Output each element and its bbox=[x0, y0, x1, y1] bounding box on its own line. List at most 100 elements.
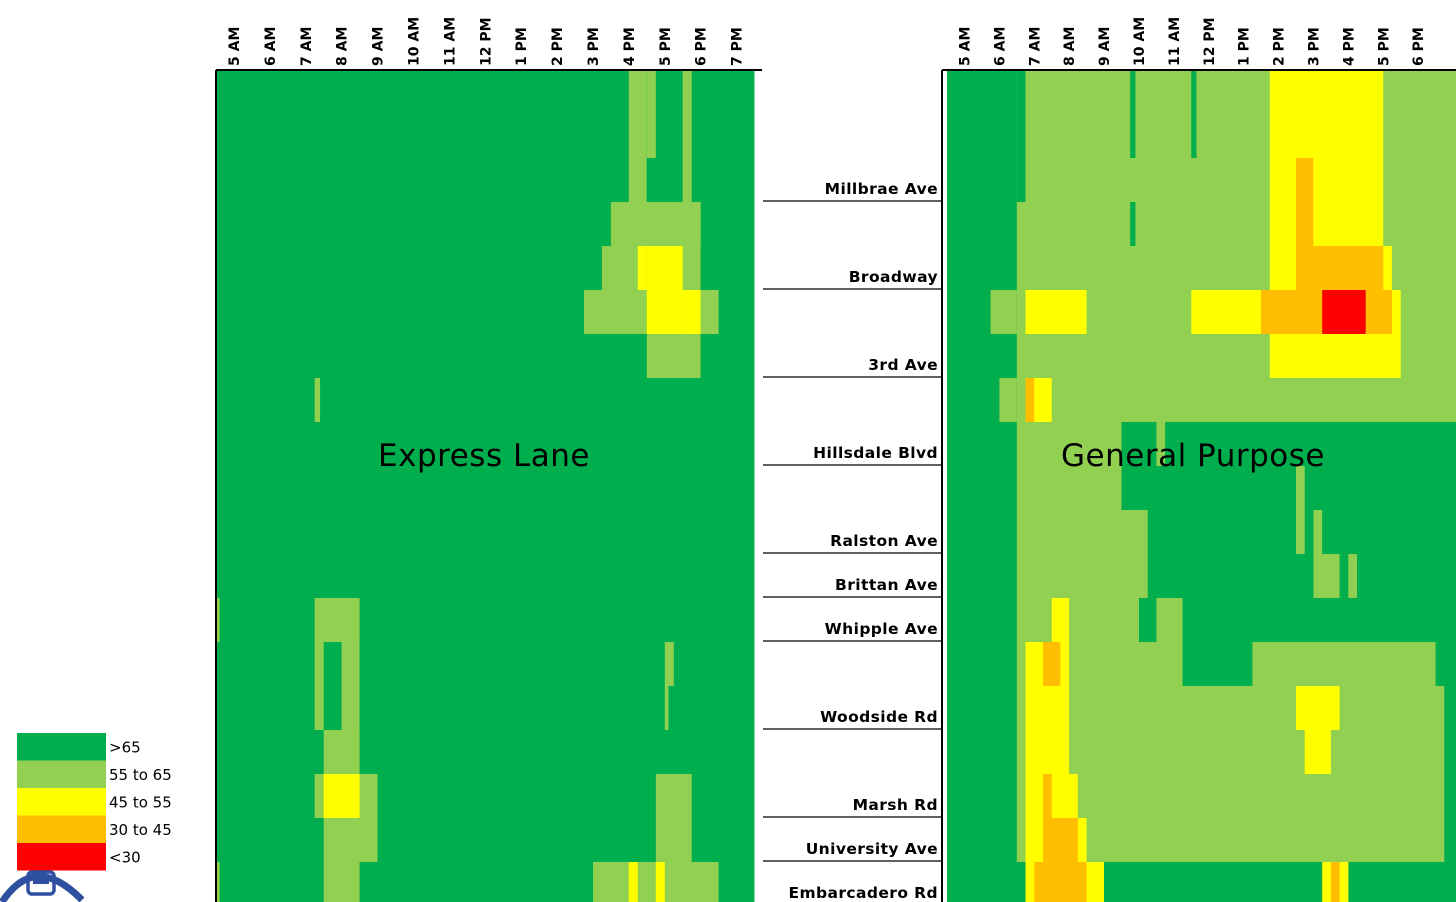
express-lane-time-label: 10 AM bbox=[406, 17, 422, 66]
express-lane-time-label: 6 AM bbox=[263, 27, 279, 66]
legend-swatch-lt30 bbox=[17, 843, 106, 871]
express-lane-cell bbox=[655, 774, 692, 818]
general-purpose-cell bbox=[1191, 70, 1197, 158]
general-purpose-time-label: 6 PM bbox=[1411, 27, 1427, 66]
general-purpose-cell bbox=[1130, 70, 1136, 158]
location-label-whipple-ave: Whipple Ave bbox=[825, 620, 938, 638]
express-lane-cell bbox=[323, 774, 360, 818]
general-purpose-cell bbox=[1296, 466, 1305, 554]
general-purpose-cell bbox=[1016, 70, 1026, 202]
express-lane-time-label: 12 PM bbox=[478, 17, 494, 66]
general-purpose-time-label: 3 PM bbox=[1307, 27, 1323, 66]
general-purpose-time-label: 12 PM bbox=[1202, 17, 1218, 66]
general-purpose-cell bbox=[1444, 686, 1456, 902]
general-purpose-cell bbox=[1296, 686, 1340, 730]
express-lane-cell bbox=[314, 378, 321, 422]
express-lane-cell bbox=[323, 818, 378, 862]
express-lane-time-label: 5 PM bbox=[658, 27, 674, 66]
general-purpose-time-label: 11 AM bbox=[1167, 17, 1183, 66]
general-purpose-time-label: 5 AM bbox=[958, 27, 974, 66]
location-label-embarcadero-rd: Embarcadero Rd bbox=[788, 884, 938, 902]
general-purpose-cell bbox=[1322, 290, 1366, 334]
logo-bus-icon bbox=[26, 870, 56, 896]
general-purpose-panel-label: General Purpose bbox=[1061, 438, 1325, 474]
general-purpose-cell bbox=[1296, 246, 1384, 290]
general-purpose-cell bbox=[1025, 378, 1035, 422]
general-purpose-cell bbox=[1392, 290, 1401, 334]
general-purpose-cell bbox=[1121, 422, 1157, 466]
general-purpose-cell bbox=[1051, 598, 1070, 642]
express-lane-cell bbox=[314, 642, 324, 730]
express-lane-cell bbox=[664, 642, 674, 686]
express-lane-cell bbox=[655, 862, 665, 902]
general-purpose-cell bbox=[1261, 290, 1323, 334]
express-lane-time-label: 7 AM bbox=[299, 27, 315, 66]
express-lane-time-label: 8 AM bbox=[335, 27, 351, 66]
express-lane-time-label: 5 AM bbox=[227, 27, 243, 66]
express-lane-cell bbox=[646, 70, 656, 158]
express-lane-cell bbox=[682, 290, 701, 334]
agency-logo bbox=[0, 870, 85, 902]
express-lane-cell bbox=[628, 862, 638, 902]
express-lane-cell bbox=[655, 818, 692, 862]
legend-swatch-55to65 bbox=[17, 760, 106, 788]
general-purpose-cell bbox=[1043, 642, 1061, 686]
general-purpose-cell bbox=[1269, 334, 1401, 378]
general-purpose-time-label: 6 AM bbox=[992, 27, 1008, 66]
general-purpose-cell bbox=[1130, 202, 1136, 246]
general-purpose-cell bbox=[999, 378, 1017, 422]
general-purpose-time-label: 2 PM bbox=[1272, 27, 1288, 66]
general-purpose-cell bbox=[1330, 554, 1340, 598]
legend-label: 45 to 55 bbox=[109, 794, 172, 812]
location-label-hillsdale-blvd: Hillsdale Blvd bbox=[813, 444, 938, 462]
general-purpose-cell bbox=[1025, 686, 1070, 730]
express-lane-cell bbox=[323, 730, 360, 774]
express-lane-cell bbox=[646, 246, 683, 290]
general-purpose-time-label: 4 PM bbox=[1341, 27, 1357, 66]
location-label-broadway: Broadway bbox=[849, 268, 938, 286]
express-lane-cell bbox=[646, 334, 701, 378]
express-lane-cell bbox=[646, 290, 683, 334]
express-lane-cell bbox=[216, 598, 220, 642]
chart-labels: 5 AM 6 AM 7 AM 8 AM 9 AM 10 AM 11 AM 12 PM 1 PM 2… bbox=[227, 17, 1427, 902]
express-lane-time-label: 4 PM bbox=[622, 27, 638, 66]
express-lane-time-label: 11 AM bbox=[442, 17, 458, 66]
express-lane-cell bbox=[323, 862, 360, 902]
general-purpose-cell bbox=[990, 290, 1017, 334]
general-purpose-time-label: 7 AM bbox=[1027, 27, 1043, 66]
legend-swatch-45to55 bbox=[17, 788, 106, 816]
general-purpose-cell bbox=[1191, 290, 1262, 334]
general-purpose-cell bbox=[1025, 730, 1070, 774]
express-lane-time-label: 6 PM bbox=[694, 27, 710, 66]
express-lane-cell bbox=[314, 598, 360, 642]
general-purpose-cell bbox=[1304, 730, 1331, 774]
logo-bus-window bbox=[33, 877, 49, 884]
general-purpose-cell bbox=[1034, 862, 1087, 902]
legend-label: 30 to 45 bbox=[109, 821, 172, 839]
express-lane-cell bbox=[341, 642, 360, 730]
general-purpose-time-label: 9 AM bbox=[1097, 27, 1113, 66]
general-purpose-cell bbox=[1330, 862, 1340, 902]
legend-label: >65 bbox=[109, 739, 141, 757]
general-purpose-cell bbox=[1365, 290, 1392, 334]
location-label-brittan-ave: Brittan Ave bbox=[835, 576, 938, 594]
express-lane-cell bbox=[628, 70, 647, 202]
general-purpose-cell bbox=[1435, 642, 1456, 686]
general-purpose-cell bbox=[1182, 598, 1456, 642]
logo-arc bbox=[0, 873, 85, 902]
express-lane-time-label: 3 PM bbox=[586, 27, 602, 66]
express-lane-cell bbox=[637, 246, 647, 290]
general-purpose-cell bbox=[1043, 774, 1052, 818]
general-purpose-time-label: 8 AM bbox=[1062, 27, 1078, 66]
general-purpose-time-label: 5 PM bbox=[1376, 27, 1392, 66]
legend-swatch-gt65 bbox=[17, 733, 106, 761]
general-purpose-cell bbox=[1043, 818, 1078, 862]
heatmap-panels bbox=[215, 69, 1456, 902]
general-purpose-cell bbox=[1182, 642, 1253, 686]
general-purpose-time-label: 1 PM bbox=[1237, 27, 1253, 66]
general-purpose-cell bbox=[1165, 422, 1456, 466]
general-purpose-cell bbox=[1313, 554, 1331, 598]
location-label-3rd-ave: 3rd Ave bbox=[868, 356, 938, 374]
